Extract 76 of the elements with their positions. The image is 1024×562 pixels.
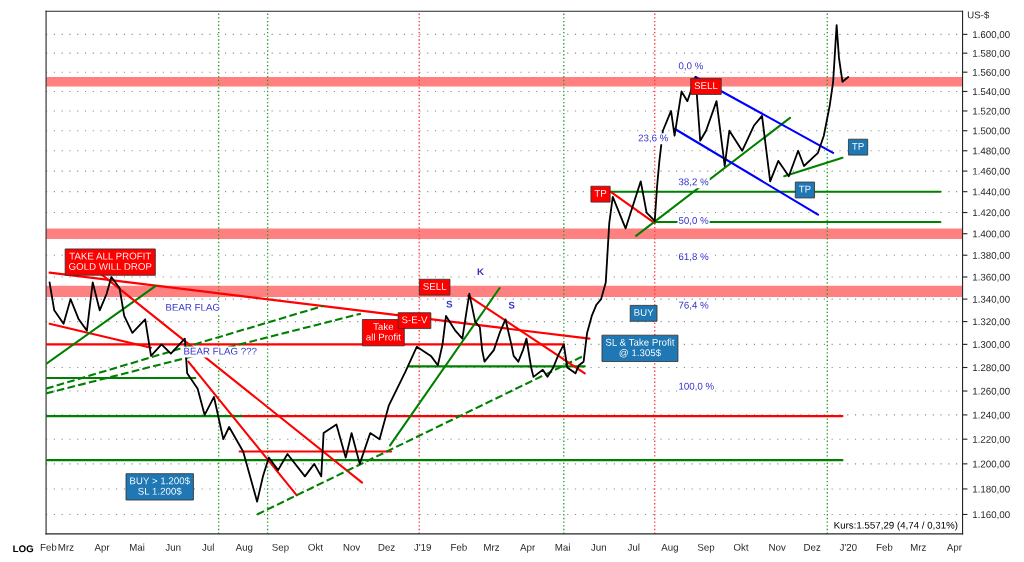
annotation: Kurs:1.557,29 (4,74 / 0,31%) [834, 521, 958, 531]
annotation: K [477, 268, 484, 276]
annotation: TP [852, 142, 864, 150]
x-tick-label: Feb [451, 543, 467, 551]
x-tick-label: Sep [697, 543, 715, 553]
y-tick-label: 1.480,00 [973, 147, 1010, 156]
y-tick-label: 1.580,00 [973, 49, 1010, 58]
y-tick-label: 1.460,00 [973, 167, 1010, 176]
x-tick-label: Okt [733, 543, 749, 551]
y-tick-label: 1.300,00 [973, 341, 1010, 350]
y-tick-label: 1.320,00 [973, 318, 1010, 327]
x-tick-label: Jul [202, 543, 214, 551]
y-tick-label: 1.200,00 [973, 460, 1010, 469]
y-tick-label: 1.340,00 [973, 295, 1010, 304]
text: LOG [13, 545, 34, 553]
x-tick-label: Mai [555, 543, 570, 551]
x-tick-label: Jul [627, 543, 640, 551]
y-tick-label: 1.240,00 [973, 411, 1010, 420]
x-tick-label: Feb [876, 543, 893, 551]
annotation: 0,0 % [678, 62, 703, 71]
annotation: BUY [634, 309, 654, 316]
annotation: SELL [694, 82, 718, 90]
x-tick-label: J'19 [414, 543, 431, 551]
y-tick-label: 1.600,00 [973, 31, 1010, 40]
y-tick-label: 1.500,00 [973, 127, 1010, 136]
x-tick-label: Mrz [484, 543, 500, 551]
y-tick-label: 1.400,00 [973, 230, 1010, 239]
x-tick-label: Mrz [58, 543, 74, 551]
x-tick-label: Sep [272, 543, 289, 553]
x-tick-label: Jun [591, 543, 606, 551]
x-tick-label: Okt [308, 543, 323, 551]
annotation: TP [594, 190, 607, 197]
x-tick-label: Apr [520, 543, 536, 553]
x-tick-label: Dez [804, 543, 821, 551]
x-tick-label: Dez [378, 543, 395, 551]
annotation: 61,8 % [678, 253, 709, 262]
y-tick-label: 1.180,00 [973, 485, 1010, 494]
annotation: 76,4 % [678, 301, 709, 310]
y-tick-label: 1.560,00 [973, 68, 1010, 77]
x-tick-label: Mrz [910, 543, 926, 551]
y-tick-label: 1.380,00 [973, 251, 1010, 260]
x-tick-label: Feb [40, 543, 57, 551]
annotation: TAKE ALL PROFIT GOLD WILL DROP [69, 252, 152, 270]
annotation: S-E-V [401, 316, 428, 324]
y-tick-label: 1.520,00 [973, 107, 1010, 116]
annotation: Take all Profit [366, 322, 401, 341]
annotation: SL & Take Profit @ 1.305$ [605, 338, 675, 358]
annotation: 50,0 % [678, 217, 709, 226]
x-tick-label: Apr [946, 543, 962, 553]
y-tick-label: 1.260,00 [973, 387, 1010, 396]
annotation: BEAR FLAG ??? [184, 347, 257, 355]
annotation: BUY > 1.200$ SL 1.200$ [130, 476, 190, 496]
annotation: SELL [423, 282, 447, 290]
x-tick-label: Mai [129, 543, 145, 551]
x-tick-label: Aug [235, 543, 253, 553]
annotation: 38,2 % [678, 178, 709, 187]
x-tick-label: Apr [94, 543, 110, 553]
y-tick-label: 1.360,00 [973, 273, 1010, 282]
annotation: S [446, 300, 453, 308]
x-tick-label: J'20 [839, 543, 857, 551]
x-tick-label: Aug [661, 543, 678, 553]
y-tick-label: 1.280,00 [973, 364, 1010, 373]
annotation: S [508, 301, 515, 309]
y-tick-label: 1.420,00 [973, 209, 1010, 218]
y-tick-label: 1.220,00 [973, 435, 1010, 444]
y-tick-label: 1.160,00 [973, 511, 1010, 520]
x-tick-label: Jun [165, 543, 181, 551]
annotation: BEAR FLAG [166, 303, 220, 311]
x-tick-label: Nov [769, 543, 786, 551]
x-tick-label: Nov [343, 543, 361, 551]
annotation: TP [798, 185, 811, 193]
annotation: 100,0 % [679, 382, 714, 391]
y-tick-label: 1.440,00 [973, 188, 1010, 197]
y-tick-label: 1.540,00 [973, 88, 1010, 97]
annotation: 23,6 % [638, 134, 669, 143]
y-axis-title: US-$ [967, 11, 990, 19]
